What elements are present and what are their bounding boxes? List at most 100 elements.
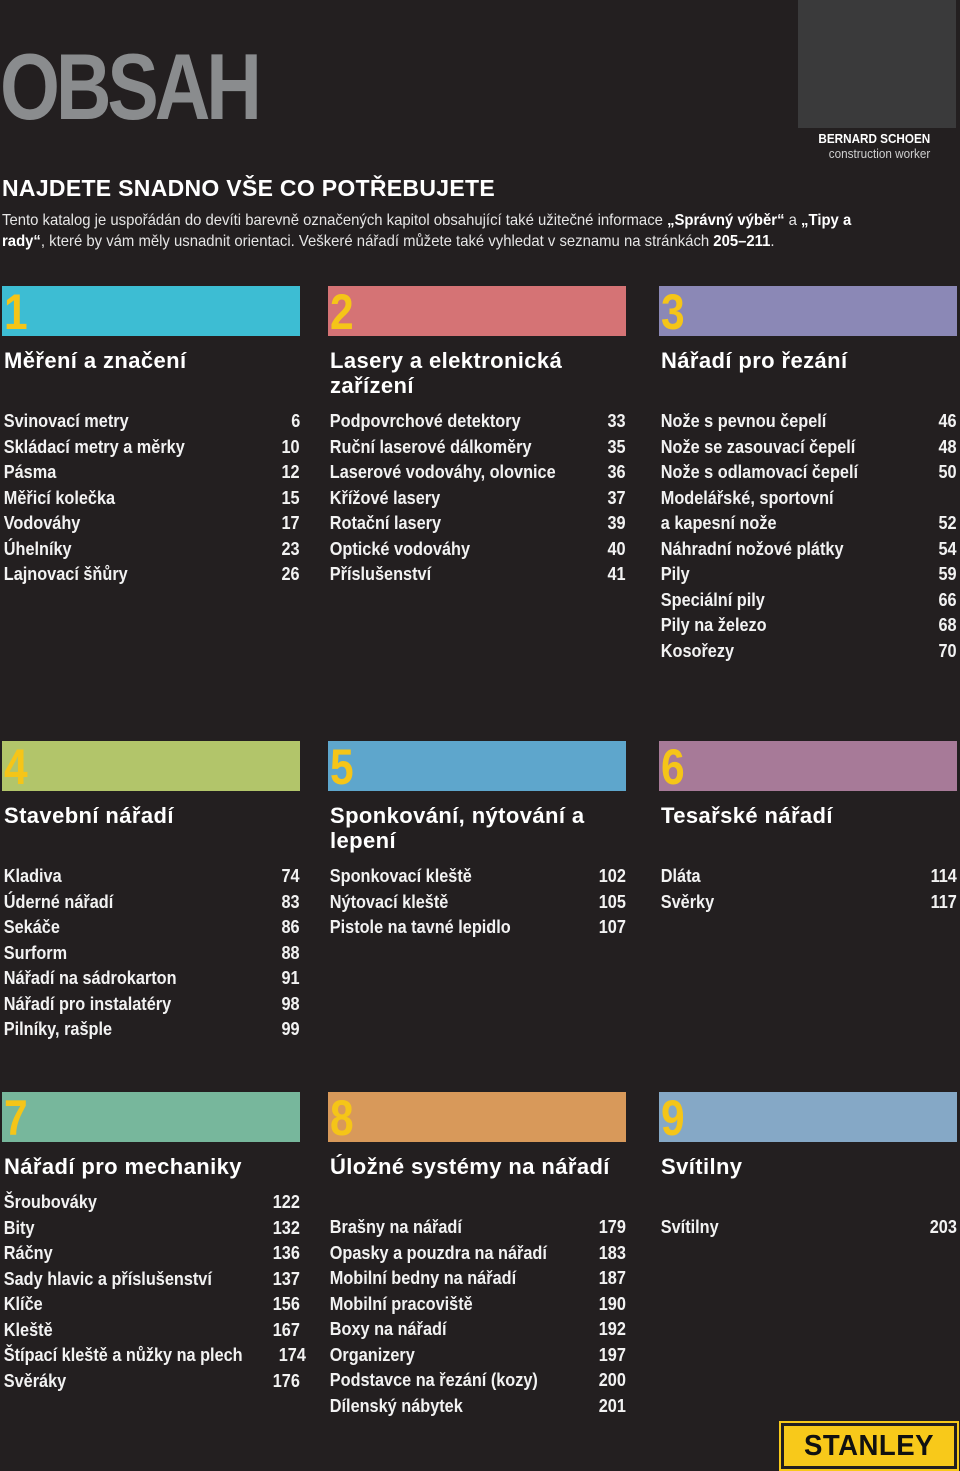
list-item: Svěráky 176 bbox=[2, 1368, 300, 1394]
item-page-number: 86 bbox=[281, 916, 300, 937]
item-page-number: 203 bbox=[929, 1216, 957, 1237]
list-item: Sponkovací kleště 102 bbox=[328, 863, 626, 889]
section-6: 6 Tesařské nářadí Dláta 114 Svěrky 117 bbox=[659, 741, 957, 914]
item-label: Speciální pily bbox=[660, 588, 765, 610]
list-item: Pily na železo 68 bbox=[659, 612, 957, 638]
item-page-number: 114 bbox=[930, 865, 957, 886]
subtitle: NAJDETE SNADNO VŠE CO POTŘEBUJETE bbox=[2, 175, 495, 201]
page-title: OBSAH bbox=[0, 34, 262, 139]
section-title: Nářadí pro mechaniky bbox=[4, 1154, 242, 1179]
item-label: Dílenský nábytek bbox=[329, 1394, 463, 1416]
list-item: Dílenský nábytek 201 bbox=[328, 1393, 626, 1419]
list-item: Nářadí pro instalatéry 98 bbox=[2, 991, 300, 1017]
intro-pages: 205–211 bbox=[713, 233, 771, 250]
list-item: Lajnovací šňůry 26 bbox=[2, 561, 300, 587]
item-label: Opasky a pouzdra na nářadí bbox=[329, 1241, 547, 1263]
photo-caption: BERNARD SCHOEN construction worker bbox=[806, 131, 930, 161]
logo-text: STANLEY bbox=[804, 1430, 934, 1462]
item-page-number: 88 bbox=[281, 941, 300, 963]
section-item-list: Sponkovací kleště 102 Nýtovací kleště 105 Pi… bbox=[328, 863, 626, 940]
section-item-list: Nože s pevnou čepelí 46 Nože se zasouvací … bbox=[659, 408, 957, 663]
item-page-number: 35 bbox=[607, 435, 626, 457]
item-label: Úhelníky bbox=[3, 537, 72, 559]
list-item: Úhelníky 23 bbox=[2, 536, 300, 562]
item-label: Mobilní bedny na nářadí bbox=[329, 1267, 517, 1288]
item-label: Nože s odlamovací čepelí bbox=[660, 461, 859, 482]
item-page-number: 52 bbox=[938, 512, 957, 533]
list-item: Svinovací metry 6 bbox=[2, 408, 300, 434]
item-page-number: 179 bbox=[598, 1216, 626, 1237]
section-5: 5 Sponkování, nýtování a lepení Sponkovací… bbox=[328, 741, 626, 940]
item-label: Pilníky, rašple bbox=[3, 1018, 113, 1039]
item-label: Bity bbox=[3, 1216, 35, 1238]
list-item: Surform 88 bbox=[2, 940, 300, 966]
section-title: Stavební nářadí bbox=[4, 803, 174, 828]
item-label: Lajnovací šňůry bbox=[3, 563, 128, 584]
section-color-bar: 3 bbox=[659, 284, 957, 340]
item-label: Boxy na nářadí bbox=[329, 1318, 447, 1339]
photo-image bbox=[798, 0, 956, 128]
list-item: Nože se zasouvací čepelí 48 bbox=[659, 434, 957, 460]
item-page-number: 200 bbox=[598, 1369, 626, 1390]
item-page-number: 105 bbox=[598, 890, 626, 912]
section-8: 8 Úložné systémy na nářadí Brašny na nářad… bbox=[328, 1092, 626, 1418]
item-label: Nože se zasouvací čepelí bbox=[660, 435, 856, 457]
item-label: Kosořezy bbox=[660, 639, 735, 661]
list-item: Speciální pily 66 bbox=[659, 587, 957, 613]
item-label: Ruční laserové dálkoměry bbox=[329, 435, 532, 457]
item-page-number: 83 bbox=[281, 890, 300, 912]
section-number: 9 bbox=[661, 1090, 685, 1146]
section-title: Měření a značení bbox=[4, 348, 187, 373]
list-item: Štípací kleště a nůžky na plech 174 bbox=[2, 1342, 307, 1368]
item-label: Štípací kleště a nůžky na plech bbox=[3, 1344, 243, 1365]
item-page-number: 102 bbox=[598, 865, 626, 886]
section-title: Tesařské nářadí bbox=[661, 803, 833, 828]
item-label: Šroubováky bbox=[3, 1191, 97, 1212]
section-color-bar: 1 bbox=[2, 286, 300, 338]
list-item: Nářadí na sádrokarton 91 bbox=[2, 965, 300, 991]
section-3: 3 Nářadí pro řezání Nože s pevnou čepelí 46… bbox=[659, 286, 957, 663]
list-item: Bity 132 bbox=[2, 1215, 300, 1241]
section-title: Sponkování, nýtování a lepení bbox=[330, 803, 585, 853]
list-item: Nýtovací kleště 105 bbox=[328, 889, 626, 915]
list-item: Kosořezy 70 bbox=[659, 638, 957, 664]
list-item: Svítilny 203 bbox=[659, 1214, 957, 1240]
item-page-number: 66 bbox=[938, 588, 957, 610]
section-item-list: Šroubováky 122 Bity 132 Ráčny 136 Sady hlavic … bbox=[2, 1189, 307, 1394]
section-color-bar: 7 bbox=[2, 1090, 300, 1146]
item-label: Pásma bbox=[3, 461, 57, 482]
item-page-number: 40 bbox=[607, 537, 626, 559]
item-page-number: 122 bbox=[272, 1191, 300, 1212]
item-page-number: 54 bbox=[938, 537, 957, 559]
item-label: Svinovací metry bbox=[3, 410, 129, 431]
item-label: Dláta bbox=[660, 865, 701, 886]
list-item: Brašny na nářadí 179 bbox=[328, 1214, 626, 1240]
item-label: Sady hlavic a příslušenství bbox=[3, 1267, 212, 1289]
item-label: Nože s pevnou čepelí bbox=[660, 410, 827, 431]
item-label: Mobilní pracoviště bbox=[329, 1292, 473, 1314]
item-page-number: 15 bbox=[281, 486, 300, 508]
list-item: Svěrky 117 bbox=[659, 889, 957, 915]
section-color-bar: 4 bbox=[2, 741, 300, 793]
list-item: Pily 59 bbox=[659, 561, 957, 587]
item-page-number: 17 bbox=[281, 512, 300, 533]
list-item: Měřicí kolečka 15 bbox=[2, 485, 300, 511]
list-item: Dláta 114 bbox=[659, 863, 957, 889]
item-page-number: 91 bbox=[281, 967, 300, 988]
item-label: Sekáče bbox=[3, 916, 60, 937]
item-page-number: 68 bbox=[938, 614, 957, 635]
item-label: Nářadí pro instalatéry bbox=[3, 992, 172, 1014]
item-label: Modelářské, sportovní bbox=[660, 486, 834, 508]
list-item: Opasky a pouzdra na nářadí 183 bbox=[328, 1240, 626, 1266]
list-item: Organizery 197 bbox=[328, 1342, 626, 1368]
item-label: Kladiva bbox=[3, 865, 62, 886]
section-number: 3 bbox=[661, 284, 685, 340]
item-label: Nýtovací kleště bbox=[329, 890, 449, 912]
list-item: Pistole na tavné lepidlo 107 bbox=[328, 914, 626, 940]
section-item-list: Kladiva 74 Úderné nářadí 83 Sekáče 86 Surform 8… bbox=[2, 863, 300, 1042]
section-number: 7 bbox=[4, 1090, 28, 1146]
item-label: Skládací metry a měrky bbox=[3, 435, 185, 457]
item-label: Optické vodováhy bbox=[329, 537, 470, 559]
list-item: a kapesní nože 52 bbox=[659, 510, 957, 536]
item-page-number: 36 bbox=[607, 461, 626, 482]
